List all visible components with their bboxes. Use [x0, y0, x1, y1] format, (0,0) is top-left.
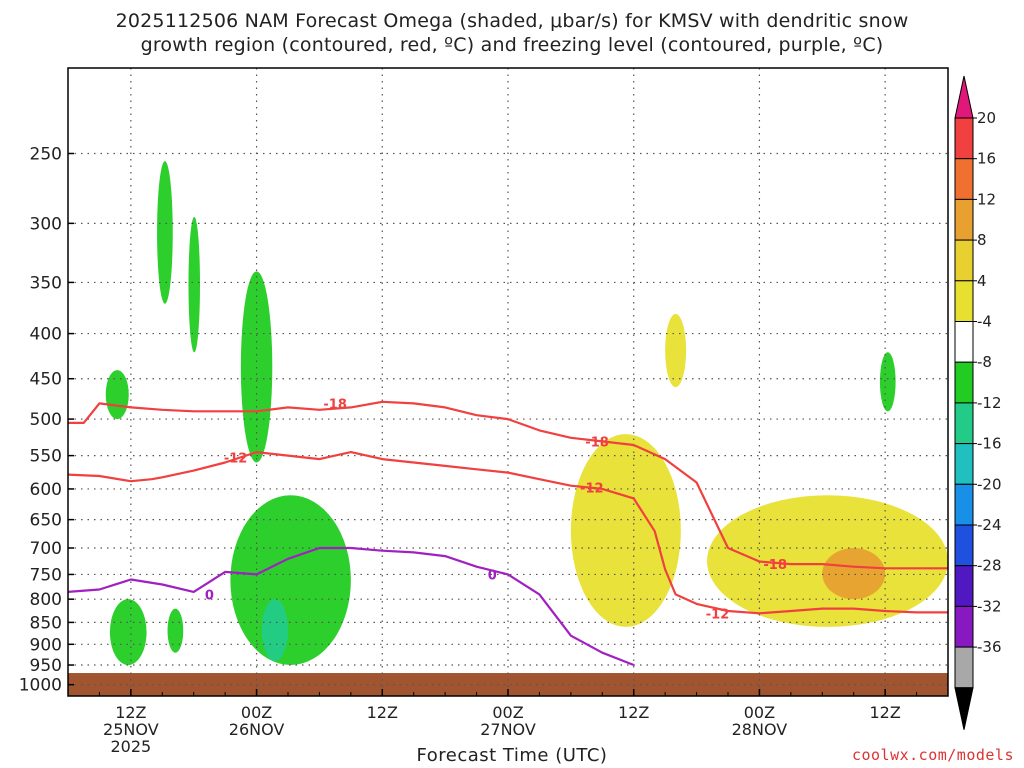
y-tick-label: 700 [30, 539, 62, 559]
contour-line-0 [68, 400, 948, 570]
contour-label-2: -18 [763, 558, 787, 573]
colorbar-tick-label: -8 [977, 353, 992, 371]
contour-label-layer: -18 -18 -18 -12 -12 -12 0 0 [205, 397, 787, 622]
x-tick-label: 2025 [110, 737, 151, 756]
omega-region-6 [109, 599, 147, 666]
contour-label-0: -18 [323, 397, 347, 412]
colorbar-tick-label: 16 [977, 150, 996, 168]
colorbar-bin [954, 483, 974, 526]
colorbar-bin [954, 280, 974, 322]
chart-title-line1: 2025112506 NAM Forecast Omega (shaded, μ… [115, 10, 909, 32]
x-axis-label: Forecast Time (UTC) [416, 745, 608, 766]
contour-label-5: -12 [706, 607, 730, 622]
colorbar-bin [954, 524, 974, 567]
omega-region-1 [157, 161, 173, 304]
colorbar-tick-label: 20 [977, 109, 996, 127]
x-tick-label: 00Z [241, 703, 272, 722]
x-tick-label: 12Z [115, 703, 146, 722]
grid-layer [68, 68, 948, 696]
colorbar-tick-label: -36 [977, 638, 1002, 656]
colorbar-bin [954, 117, 974, 160]
y-tick-label: 600 [30, 480, 62, 500]
omega-region-2 [188, 216, 200, 353]
x-tick-label: 27NOV [480, 720, 536, 739]
omega-region-10 [665, 313, 687, 388]
y-tick-label: 450 [30, 370, 62, 390]
y-tick-label: 250 [30, 144, 62, 164]
chart-title-line2: growth region (contoured, red, ºC) and f… [140, 34, 884, 56]
colorbar-bin [954, 239, 974, 282]
x-tick-label: 12Z [618, 703, 649, 722]
colorbar-tick-label: -20 [977, 475, 1002, 493]
colorbar-tick-label: -16 [977, 435, 1002, 453]
omega-shading-layer [105, 161, 948, 666]
colorbar-bin [954, 605, 974, 648]
colorbar-tick-label: 4 [977, 272, 987, 290]
contour-label-1: -18 [585, 435, 609, 450]
contour-label-7: 0 [488, 568, 497, 583]
y-tick-label: 800 [30, 590, 62, 610]
omega-region-8 [879, 352, 896, 412]
terrain-layer [68, 673, 948, 696]
colorbar-tick-label: 8 [977, 231, 987, 249]
x-tick-label: 00Z [744, 703, 775, 722]
y-tick-label: 650 [30, 511, 62, 531]
colorbar-top-arrow [954, 75, 974, 119]
y-tick-label: 300 [30, 214, 62, 234]
omega-region-12 [822, 548, 886, 600]
axis-layer: 2503003504004505005506006507007508008509… [19, 144, 949, 756]
omega-region-0 [105, 370, 129, 420]
colorbar-tick-label: -32 [977, 597, 1002, 615]
y-tick-label: 1000 [19, 676, 62, 696]
omega-region-5 [261, 599, 288, 661]
colorbar-bin [954, 565, 974, 607]
y-tick-label: 850 [30, 613, 62, 633]
omega-region-3 [240, 271, 273, 463]
x-tick-label: 12Z [869, 703, 900, 722]
contour-label-3: -12 [224, 452, 248, 467]
x-tick-label: 12Z [367, 703, 398, 722]
colorbar-bin [954, 443, 974, 485]
y-tick-label: 950 [30, 656, 62, 676]
colorbar-bin [954, 402, 974, 445]
contour-line-2 [67, 546, 635, 667]
y-tick-label: 350 [30, 273, 62, 293]
y-tick-label: 400 [30, 325, 62, 345]
y-tick-label: 900 [30, 635, 62, 655]
y-tick-label: 500 [30, 410, 62, 430]
colorbar-tick-label: 12 [977, 190, 996, 208]
colorbar-tick-label: -12 [977, 394, 1002, 412]
contour-label-6: 0 [205, 588, 214, 603]
contour-label-4: -12 [580, 482, 604, 497]
omega-region-9 [570, 434, 681, 627]
x-tick-label: 28NOV [732, 720, 788, 739]
omega-region-7 [167, 608, 184, 653]
x-tick-label: 25NOV [103, 720, 159, 739]
x-tick-label: 00Z [492, 703, 523, 722]
contour-line-1 [67, 451, 948, 615]
colorbar-bin [954, 321, 974, 363]
credit-link[interactable]: coolwx.com/models [851, 746, 1014, 764]
contour-layer [67, 400, 948, 667]
colorbar: 20 16 12 8 4 -4 -8 -12 -16 -20 -24 -28 -32 -36 [954, 75, 1002, 730]
terrain-band [68, 673, 948, 696]
y-tick-label: 750 [30, 565, 62, 585]
x-tick-label: 26NOV [229, 720, 285, 739]
colorbar-bin [954, 198, 974, 241]
omega-region-4 [230, 495, 351, 666]
colorbar-tick-label: -4 [977, 313, 992, 331]
colorbar-bottom-arrow [954, 687, 974, 730]
colorbar-tick-label: -24 [977, 516, 1002, 534]
y-tick-label: 550 [30, 447, 62, 467]
colorbar-bin [954, 646, 974, 689]
colorbar-bin [954, 158, 974, 200]
colorbar-bin [954, 361, 974, 404]
colorbar-tick-label: -28 [977, 557, 1002, 575]
